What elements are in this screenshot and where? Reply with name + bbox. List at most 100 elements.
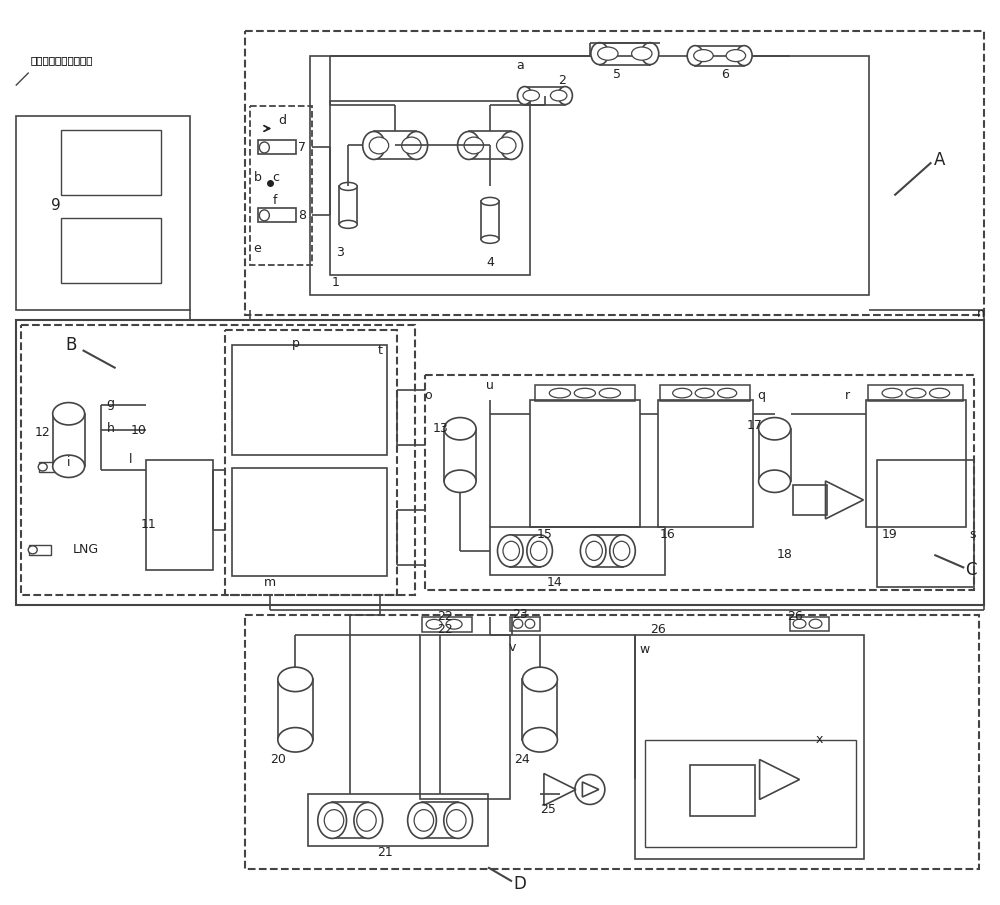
Text: s: s	[969, 529, 976, 541]
Text: 22: 22	[437, 610, 453, 624]
Text: 13: 13	[432, 422, 448, 434]
Ellipse shape	[726, 50, 746, 62]
Ellipse shape	[513, 619, 523, 628]
Bar	[258, 208, 296, 223]
Ellipse shape	[598, 47, 618, 61]
Bar	[444, 429, 476, 481]
Text: 4: 4	[486, 256, 494, 269]
Text: p: p	[291, 337, 299, 349]
Text: 8: 8	[298, 209, 306, 222]
Bar	[146, 460, 213, 570]
Bar	[374, 131, 416, 159]
Bar	[690, 765, 755, 816]
Bar	[420, 634, 510, 799]
Ellipse shape	[481, 235, 499, 243]
Ellipse shape	[408, 803, 436, 838]
Ellipse shape	[694, 50, 713, 62]
Text: o: o	[424, 388, 432, 402]
Ellipse shape	[632, 47, 652, 61]
Ellipse shape	[53, 455, 85, 478]
Bar	[469, 131, 511, 159]
Bar	[245, 614, 979, 870]
Bar	[422, 803, 458, 838]
Ellipse shape	[599, 388, 620, 398]
Bar	[61, 130, 161, 195]
Ellipse shape	[500, 131, 522, 159]
Text: 3: 3	[336, 246, 344, 259]
Ellipse shape	[318, 803, 347, 838]
Ellipse shape	[497, 137, 516, 154]
Ellipse shape	[402, 137, 421, 154]
Text: 1: 1	[331, 276, 339, 289]
Text: r: r	[845, 388, 850, 402]
Ellipse shape	[405, 131, 428, 159]
Ellipse shape	[259, 210, 269, 221]
Ellipse shape	[53, 403, 85, 425]
Bar	[61, 218, 161, 283]
Ellipse shape	[929, 388, 950, 398]
Bar	[525, 87, 565, 105]
Text: 24: 24	[514, 753, 530, 766]
Text: 天然气自预处理部分来: 天然气自预处理部分来	[31, 55, 93, 65]
Ellipse shape	[580, 535, 606, 567]
Ellipse shape	[517, 87, 532, 105]
Text: f: f	[273, 194, 278, 207]
Bar	[490, 527, 665, 575]
Ellipse shape	[444, 417, 476, 440]
Text: 7: 7	[298, 141, 306, 154]
Text: 15: 15	[537, 529, 553, 541]
Bar	[225, 330, 397, 595]
Text: 2: 2	[558, 74, 566, 87]
Ellipse shape	[613, 541, 630, 560]
Bar	[278, 680, 313, 739]
Bar	[530, 400, 640, 527]
Bar	[21, 325, 415, 595]
Ellipse shape	[550, 90, 567, 101]
Ellipse shape	[906, 388, 926, 398]
Bar	[481, 202, 499, 239]
Ellipse shape	[736, 45, 752, 65]
Ellipse shape	[522, 667, 557, 691]
Bar	[330, 100, 530, 275]
Text: 天然气自预处理部分来: 天然气自预处理部分来	[31, 55, 93, 65]
Bar	[866, 400, 966, 527]
Ellipse shape	[882, 388, 902, 398]
Ellipse shape	[28, 546, 37, 554]
Ellipse shape	[527, 535, 552, 567]
Text: 11: 11	[141, 519, 156, 531]
Text: 6: 6	[721, 68, 729, 81]
Text: g: g	[107, 396, 115, 410]
Bar	[510, 535, 540, 567]
Text: q: q	[758, 388, 766, 402]
Bar	[245, 31, 984, 315]
Ellipse shape	[444, 470, 476, 492]
Ellipse shape	[444, 803, 473, 838]
Ellipse shape	[530, 541, 547, 560]
Text: 16: 16	[660, 529, 676, 541]
Text: 23: 23	[512, 608, 528, 621]
Ellipse shape	[503, 541, 519, 560]
Ellipse shape	[464, 137, 484, 154]
Text: C: C	[966, 561, 977, 579]
Ellipse shape	[718, 388, 737, 398]
Ellipse shape	[549, 388, 571, 398]
Text: h: h	[107, 422, 115, 434]
Bar	[425, 375, 974, 590]
Bar	[658, 400, 753, 527]
Text: 21: 21	[377, 846, 393, 859]
Text: c: c	[272, 171, 279, 184]
Bar	[29, 545, 51, 555]
Bar	[310, 55, 869, 295]
Text: 9: 9	[51, 198, 61, 213]
Ellipse shape	[278, 667, 313, 691]
Ellipse shape	[759, 470, 791, 492]
Text: A: A	[934, 151, 945, 169]
Bar	[16, 116, 190, 310]
Text: x: x	[816, 733, 823, 746]
Text: B: B	[65, 336, 76, 354]
Text: u: u	[486, 378, 494, 392]
Text: l: l	[129, 453, 132, 466]
Text: 26: 26	[787, 610, 802, 624]
Bar	[339, 186, 357, 224]
Ellipse shape	[339, 183, 357, 190]
